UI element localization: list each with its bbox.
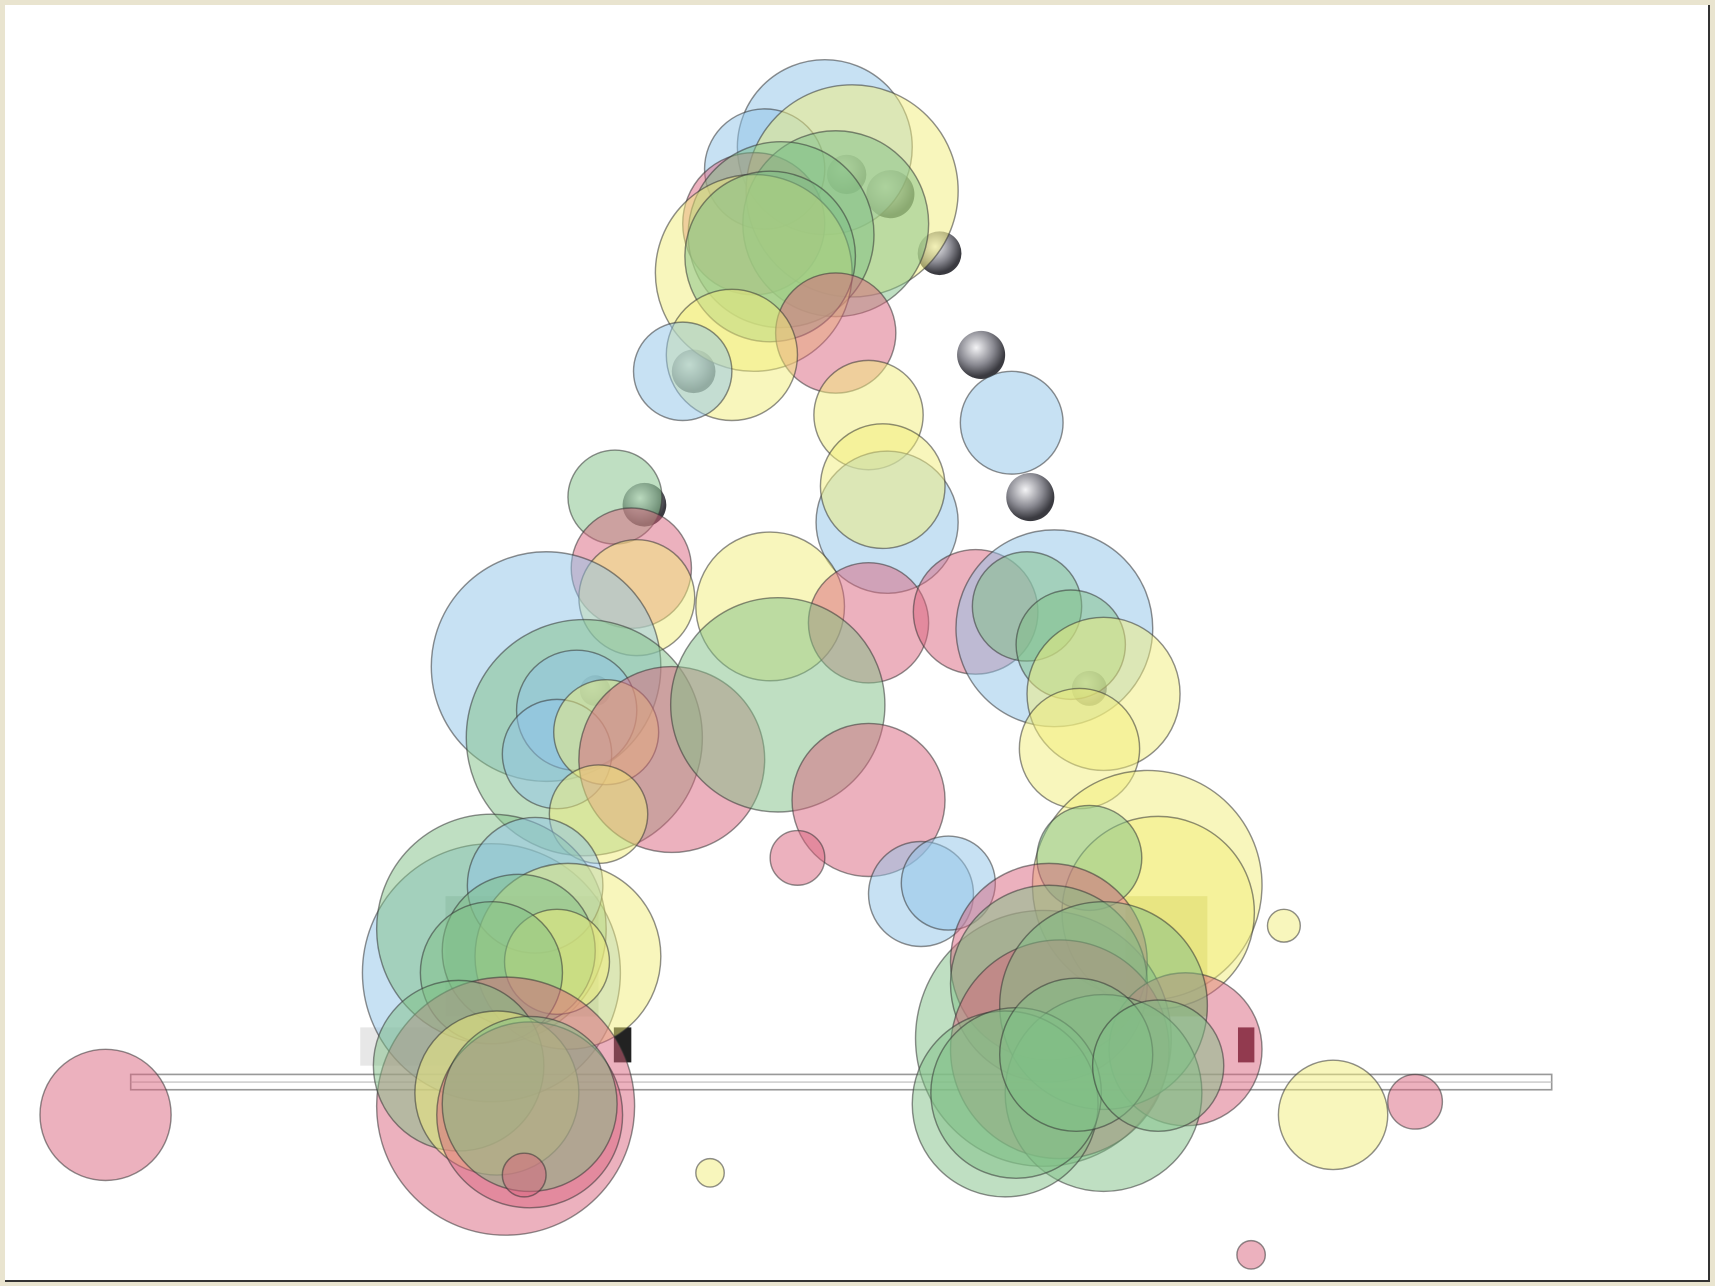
sphere	[1006, 473, 1055, 522]
bubble	[1236, 1239, 1267, 1270]
sphere	[957, 330, 1006, 379]
bubble-group	[39, 58, 1444, 1270]
bubble	[1387, 1073, 1444, 1130]
bubble	[501, 1152, 547, 1198]
bubble	[1266, 908, 1301, 943]
bubble	[769, 829, 826, 886]
bubble-scene	[39, 58, 1553, 1270]
bubble	[1091, 999, 1225, 1132]
bubble	[632, 321, 733, 422]
bubble	[819, 423, 946, 550]
canvas-frame	[5, 5, 1710, 1282]
bubble	[791, 722, 946, 878]
bubble	[695, 1157, 725, 1188]
bubble	[959, 370, 1064, 475]
bubble	[39, 1048, 172, 1182]
bubble	[1277, 1059, 1389, 1171]
